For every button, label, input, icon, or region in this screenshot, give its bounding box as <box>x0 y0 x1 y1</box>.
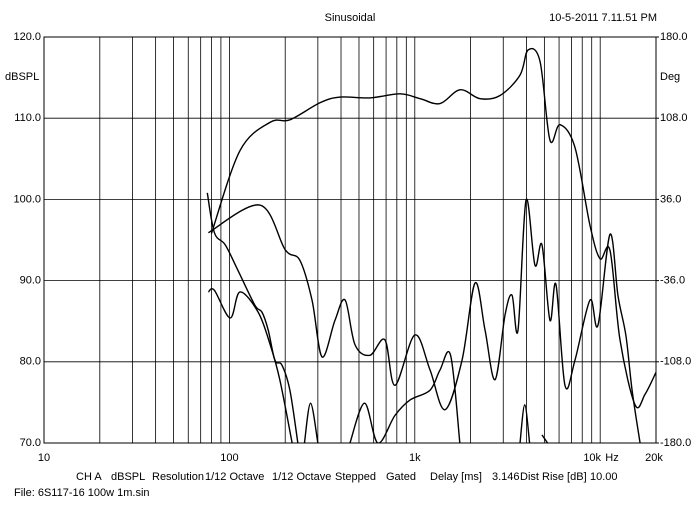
y-axis-label: dBSPL <box>5 71 39 83</box>
y-tick-label: 70.0 <box>20 437 41 449</box>
curves <box>206 47 656 443</box>
y2-tick-label: -180.0 <box>660 437 691 449</box>
y2-tick-label: 36.0 <box>660 193 681 205</box>
x-tick-label: 100 <box>220 452 238 464</box>
x-unit: Hz <box>605 452 618 464</box>
y-tick-label: 110.0 <box>14 112 41 124</box>
y-tick-label: 90.0 <box>20 275 41 287</box>
x-tick-label: 10k <box>583 452 601 464</box>
y-tick-label: 80.0 <box>20 356 41 368</box>
footer-item: dBSPL <box>111 471 145 483</box>
footer-item: Stepped <box>335 471 376 483</box>
footer-item: 10.00 <box>590 471 618 483</box>
footer-item: Resolution <box>152 471 204 483</box>
file-name: File: 6S117-16 100w 1m.sin <box>14 487 150 499</box>
y-tick-label: 100.0 <box>13 193 41 205</box>
chart-title: Sinusoidal <box>325 12 376 24</box>
footer-item: Dist Rise [dB] <box>520 471 587 483</box>
y-tick-label: 120.0 <box>13 31 41 43</box>
footer-item: Delay [ms] <box>430 471 482 483</box>
timestamp: 10-5-2011 7.11.51 PM <box>549 12 657 24</box>
y2-axis-label: Deg <box>660 71 680 83</box>
y2-tick-label: 180.0 <box>660 31 688 43</box>
plot-frame <box>43 36 657 444</box>
footer-item: 3.146 <box>492 471 520 483</box>
footer-item: CH A <box>76 471 102 483</box>
y2-tick-label: -108.0 <box>660 356 691 368</box>
y2-tick-label: -36.0 <box>660 275 685 287</box>
response-curve <box>303 350 549 443</box>
x-tick-label: 1k <box>409 452 421 464</box>
response-curve <box>208 198 641 443</box>
footer-item: Gated <box>386 471 416 483</box>
response-curve <box>206 192 299 443</box>
y2-tick-label: 108.0 <box>660 112 688 124</box>
footer-item: 1/12 Octave <box>272 471 331 483</box>
x-tick-label: 20k <box>645 452 663 464</box>
footer-item: 1/12 Octave <box>205 471 264 483</box>
x-tick-label: 10 <box>38 452 50 464</box>
response-curve <box>207 288 293 443</box>
response-curve <box>210 47 656 409</box>
